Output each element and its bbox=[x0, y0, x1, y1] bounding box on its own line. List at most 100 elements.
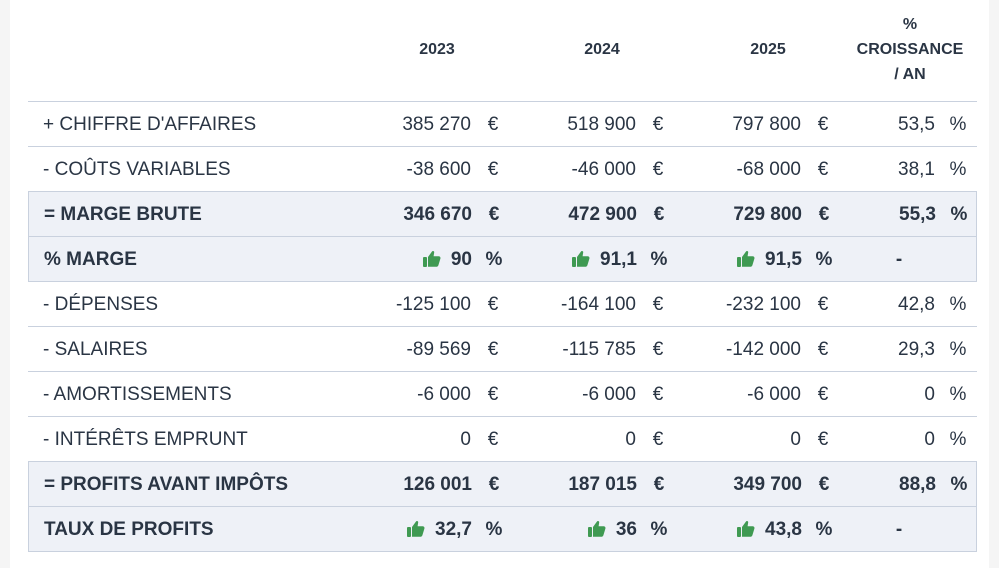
value-text: 91,1 bbox=[600, 249, 637, 270]
column-header-2025: 2025 bbox=[750, 41, 786, 58]
value-2023: 90 bbox=[369, 237, 472, 281]
unit-2025: € bbox=[817, 429, 829, 450]
unit-2024: € bbox=[652, 159, 664, 180]
unit-2025: € bbox=[817, 159, 829, 180]
table-row-interets-emprunt: - INTÉRÊTS EMPRUNT 0 € 0 € 0 € 0 % bbox=[28, 416, 977, 461]
value-2024: -115 785 bbox=[562, 339, 636, 360]
row-label: % MARGE bbox=[44, 249, 137, 270]
value-2025: -142 000 bbox=[725, 339, 801, 360]
value-2023: 346 670 bbox=[403, 204, 472, 225]
growth-value: 42,8 bbox=[898, 294, 935, 315]
table-header: 2023 2024 2025 % CROISSANCE / AN bbox=[10, 0, 989, 101]
growth-value: 29,3 bbox=[898, 339, 935, 360]
row-label: TAUX DE PROFITS bbox=[44, 519, 214, 540]
growth-unit: % bbox=[949, 384, 967, 405]
value-2024: 518 900 bbox=[567, 114, 636, 135]
value-2025: 797 800 bbox=[732, 114, 801, 135]
unit-2023: % bbox=[485, 519, 503, 540]
value-text: 90 bbox=[450, 249, 472, 270]
unit-2024: % bbox=[650, 519, 668, 540]
growth-header-line-1: % bbox=[902, 16, 918, 33]
row-label: = PROFITS AVANT IMPÔTS bbox=[44, 474, 289, 495]
growth-unit: % bbox=[949, 159, 967, 180]
value-2025: -232 100 bbox=[725, 294, 801, 315]
value-2023: 126 001 bbox=[403, 474, 472, 495]
value-2025: 43,8 bbox=[699, 507, 802, 551]
unit-2023: € bbox=[487, 114, 499, 135]
growth-unit: % bbox=[950, 474, 968, 495]
thumbs-up-icon bbox=[587, 520, 606, 537]
growth-value: 55,3 bbox=[899, 204, 936, 225]
value-2024: -46 000 bbox=[571, 159, 636, 180]
unit-2025: % bbox=[815, 249, 833, 270]
growth-value: 0 bbox=[924, 429, 935, 450]
growth-unit: % bbox=[949, 294, 967, 315]
value-2024: 187 015 bbox=[568, 474, 637, 495]
value-text: 32,7 bbox=[435, 519, 472, 540]
growth-value: - bbox=[895, 519, 903, 540]
value-2023: 0 bbox=[460, 429, 471, 450]
growth-value: 88,8 bbox=[899, 474, 936, 495]
growth-value: - bbox=[895, 249, 903, 270]
unit-2025: € bbox=[817, 114, 829, 135]
table-row-chiffre-affaires: + CHIFFRE D'AFFAIRES 385 270 € 518 900 €… bbox=[28, 101, 977, 146]
table-row-profits-avant-impots: = PROFITS AVANT IMPÔTS 126 001 € 187 015… bbox=[28, 461, 977, 506]
unit-2023: % bbox=[485, 249, 503, 270]
unit-2024: € bbox=[653, 474, 665, 495]
unit-2023: € bbox=[487, 384, 499, 405]
row-label: - INTÉRÊTS EMPRUNT bbox=[43, 429, 248, 450]
growth-value: 53,5 bbox=[898, 114, 935, 135]
column-header-growth: % CROISSANCE / AN bbox=[845, 12, 975, 87]
unit-2024: € bbox=[652, 114, 664, 135]
value-2023: -6 000 bbox=[417, 384, 471, 405]
row-label: - SALAIRES bbox=[43, 339, 148, 360]
unit-2025: € bbox=[818, 474, 830, 495]
column-header-2023: 2023 bbox=[419, 41, 455, 58]
unit-2024: % bbox=[650, 249, 668, 270]
value-2025: 729 800 bbox=[733, 204, 802, 225]
unit-2023: € bbox=[487, 294, 499, 315]
thumbs-up-icon bbox=[422, 250, 441, 267]
growth-value: 0 bbox=[924, 384, 935, 405]
table-row-depenses: - DÉPENSES -125 100 € -164 100 € -232 10… bbox=[28, 281, 977, 326]
value-2025: -68 000 bbox=[736, 159, 801, 180]
value-2023: 32,7 bbox=[369, 507, 472, 551]
value-text: 43,8 bbox=[765, 519, 802, 540]
column-header-2024: 2024 bbox=[584, 41, 620, 58]
growth-unit: % bbox=[950, 204, 968, 225]
table-row-marge-brute: = MARGE BRUTE 346 670 € 472 900 € 729 80… bbox=[28, 191, 977, 236]
value-text: 36 bbox=[615, 519, 637, 540]
thumbs-up-icon bbox=[407, 520, 425, 537]
value-2024: 472 900 bbox=[568, 204, 637, 225]
unit-2025: € bbox=[817, 339, 829, 360]
growth-value: 38,1 bbox=[898, 159, 935, 180]
value-2025: 91,5 bbox=[699, 237, 802, 281]
table-row-taux-de-profits: TAUX DE PROFITS 32,7 % 36 % 43,8 % - bbox=[28, 506, 977, 552]
table-row-salaires: - SALAIRES -89 569 € -115 785 € -142 000… bbox=[28, 326, 977, 371]
unit-2023: € bbox=[487, 159, 499, 180]
value-2024: 36 bbox=[534, 507, 637, 551]
row-label: - DÉPENSES bbox=[43, 294, 159, 315]
value-2023: 385 270 bbox=[402, 114, 471, 135]
growth-header-line-2: CROISSANCE bbox=[856, 41, 964, 58]
value-2024: -164 100 bbox=[560, 294, 636, 315]
growth-header-line-3: / AN bbox=[894, 66, 926, 83]
thumbs-up-icon bbox=[737, 250, 755, 267]
unit-2024: € bbox=[652, 294, 664, 315]
financial-table: + CHIFFRE D'AFFAIRES 385 270 € 518 900 €… bbox=[28, 101, 977, 552]
growth-unit: % bbox=[949, 114, 967, 135]
value-2024: 0 bbox=[625, 429, 636, 450]
row-label: - AMORTISSEMENTS bbox=[43, 384, 232, 405]
unit-2023: € bbox=[487, 339, 499, 360]
unit-2024: € bbox=[652, 429, 664, 450]
table-row-couts-variables: - COÛTS VARIABLES -38 600 € -46 000 € -6… bbox=[28, 146, 977, 191]
table-row-amortissements: - AMORTISSEMENTS -6 000 € -6 000 € -6 00… bbox=[28, 371, 977, 416]
unit-2025: € bbox=[818, 204, 830, 225]
value-2023: -89 569 bbox=[406, 339, 471, 360]
thumbs-up-icon bbox=[737, 520, 755, 537]
value-2025: 349 700 bbox=[733, 474, 802, 495]
growth-unit: % bbox=[949, 429, 967, 450]
growth-unit: % bbox=[949, 339, 967, 360]
unit-2024: € bbox=[652, 384, 664, 405]
unit-2025: % bbox=[815, 519, 833, 540]
